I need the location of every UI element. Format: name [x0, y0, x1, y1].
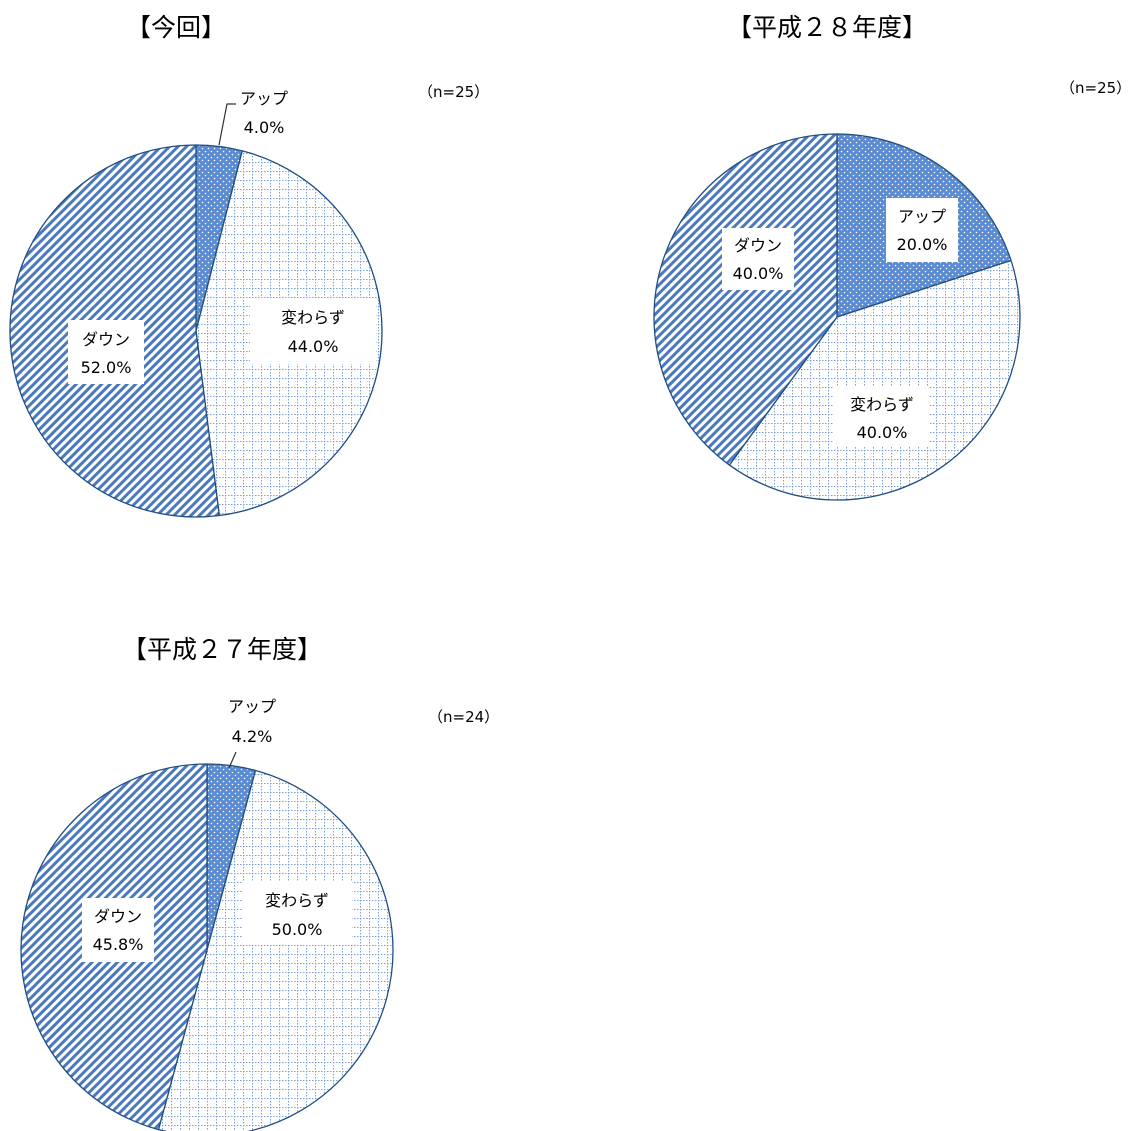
leader-line-up [228, 751, 237, 769]
pie-chart-h27: 【平成２７年度】 （n=24） アップ 4.2% 変わらず 50.0% ダウン … [20, 635, 499, 1131]
sample-size-note: （n=24） [428, 708, 499, 726]
slice-value-same: 50.0% [272, 920, 323, 939]
slice-label-down: ダウン [94, 907, 142, 926]
chart-title: 【平成２８年度】 [727, 13, 927, 42]
slice-value-up: 4.2% [232, 727, 273, 746]
leader-line-up [218, 103, 236, 146]
label-box-same [242, 882, 352, 944]
slice-label-up: アップ [228, 697, 276, 716]
slice-label-down: ダウン [82, 330, 130, 349]
sample-size-note: （n=25） [1060, 79, 1131, 97]
label-box-same [834, 386, 930, 446]
slice-value-same: 40.0% [857, 423, 908, 442]
pie-chart-h28: 【平成２８年度】 （n=25） アップ 20.0% 変わらず 40.0% ダウン… [653, 13, 1131, 501]
slice-label-up: アップ [240, 89, 288, 108]
chart-title: 【平成２７年度】 [122, 635, 322, 664]
pie-slice-same [728, 259, 1021, 501]
label-box-down [68, 320, 144, 384]
slice-value-down: 40.0% [733, 264, 784, 283]
slice-value-down: 52.0% [81, 358, 132, 377]
slice-label-same: 変わらず [281, 308, 345, 327]
sample-size-note: （n=25） [418, 83, 489, 101]
slice-value-up: 20.0% [897, 235, 948, 254]
chart-title: 【今回】 [126, 13, 226, 42]
pie-chart-current: 【今回】 （n=25） アップ 4.0% 変わらず 44.0% ダウン 52.0… [9, 13, 489, 518]
slice-value-up: 4.0% [244, 118, 285, 137]
pie-slices [20, 763, 394, 1131]
label-box-up [886, 198, 958, 262]
pie-slice-same [157, 769, 394, 1131]
pie-slice-down [653, 133, 838, 466]
slice-label-up: アップ [898, 207, 946, 226]
label-box-same [250, 298, 376, 364]
slice-value-down: 45.8% [93, 935, 144, 954]
slice-value-same: 44.0% [288, 337, 339, 356]
slice-label-down: ダウン [734, 236, 782, 255]
slice-label-same: 変わらず [850, 395, 914, 414]
label-box-down [722, 228, 794, 290]
slice-label-same: 変わらず [265, 891, 329, 910]
label-box-down [82, 898, 154, 962]
